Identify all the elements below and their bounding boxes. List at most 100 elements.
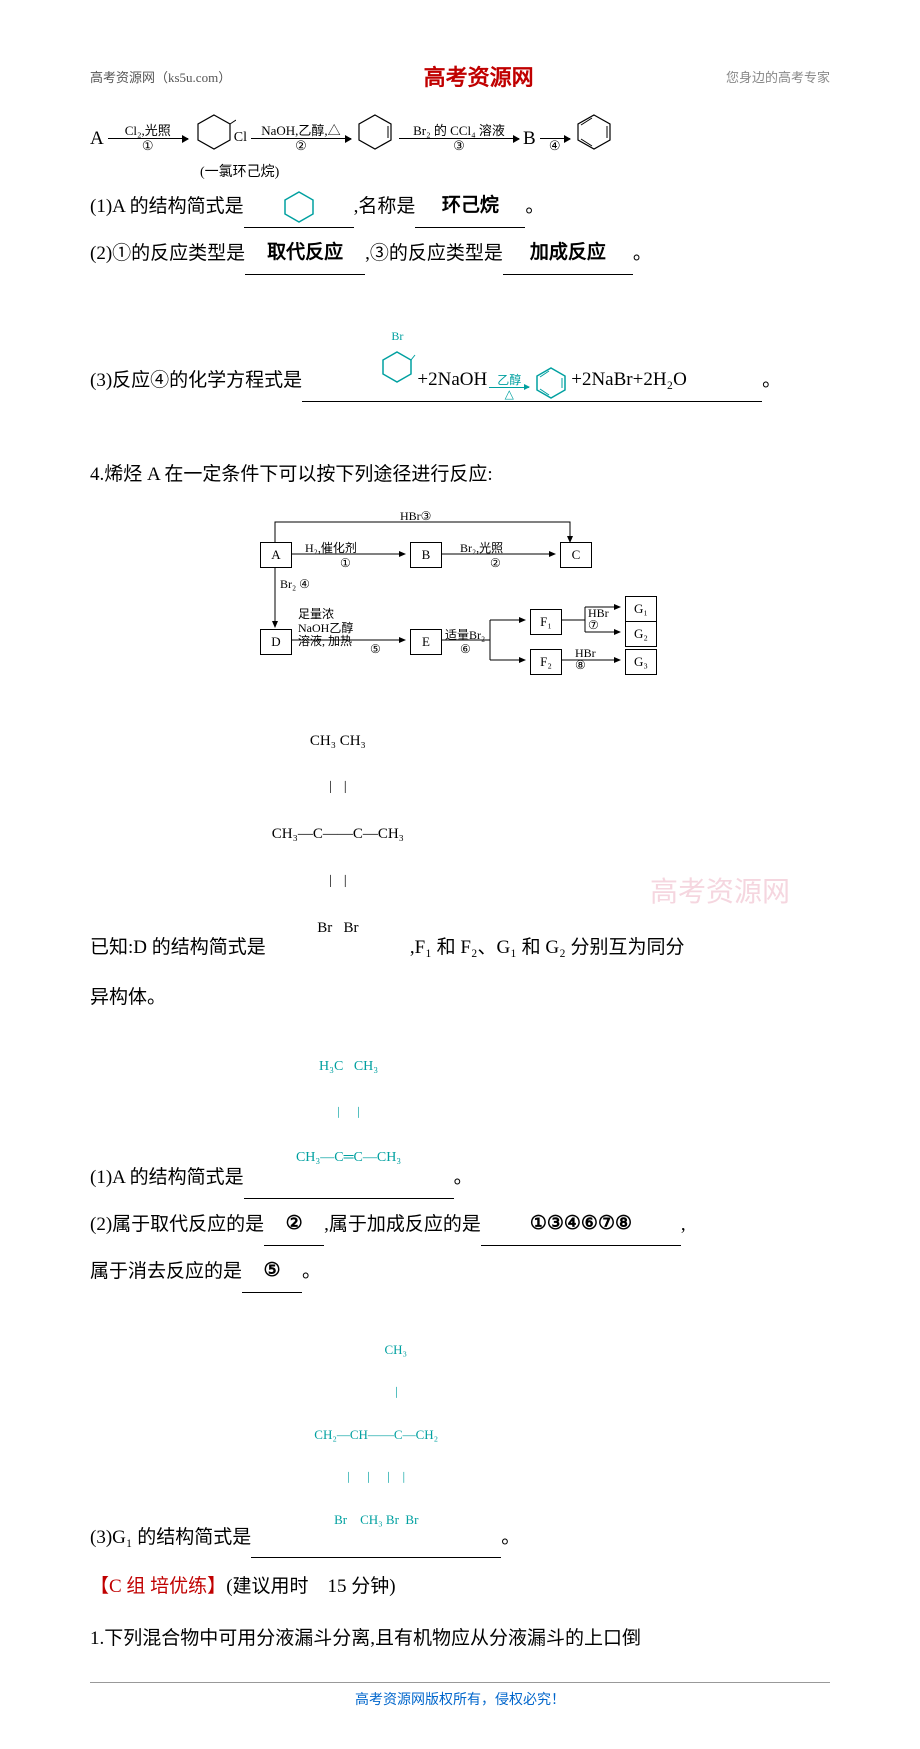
lbl-c2: ② [490, 556, 501, 571]
q42b-blank: ⑤ [242, 1250, 302, 1293]
box-G3: G₃ [625, 649, 657, 675]
groupC-title: 【C 组 培优练】 [90, 1576, 226, 1597]
lbl-hbr7: HBr ⑦ [588, 607, 609, 632]
q43-suffix: 。 [501, 1517, 520, 1559]
q2-blank-1: 取代反应 [245, 232, 365, 275]
page-header: 高考资源网（ks5u.com） 高考资源网 您身边的高考专家 [90, 60, 830, 92]
q43-bot: Br CH₃ Br Br [251, 1513, 501, 1528]
last-question: 1.下列混合物中可用分液漏斗分离,且有机物应从分液漏斗的上口倒 [90, 1616, 830, 1662]
lbl-shiliang: 适量Br₂ [445, 626, 485, 643]
box-D: D [260, 629, 292, 655]
lbl-br24: Br₂ ④ [280, 577, 310, 592]
lbl-c6: ⑥ [460, 642, 471, 657]
structure-D: CH₃ CH₃ │ │ CH₃—C——C—CH₃ │ │ Br Br [272, 700, 404, 970]
question-3: (3)反应④的化学方程式是 Br +2NaOH 乙醇 △ +2NaBr+2H₂O… [90, 323, 830, 402]
q42-blank1: ② [264, 1203, 324, 1246]
groupC-note: (建议用时 15 分钟) [226, 1576, 395, 1597]
q3-cond: 乙醇 [497, 374, 521, 387]
q2-mid: ,③的反应类型是 [365, 233, 503, 275]
q42-prefix: (2)属于取代反应的是 [90, 1204, 264, 1246]
arrow4-bottom: ④ [549, 139, 561, 153]
q3-prefix: (3)反应④的化学方程式是 [90, 360, 302, 402]
q3-suffix: 。 [762, 360, 781, 402]
q43-answer: CH₃ │ CH₂—CH——C—CH₂ │ │ │ │ Br CH₃ Br Br [251, 1313, 501, 1559]
header-right: 您身边的高考专家 [726, 67, 830, 86]
lbl-hbr8: HBr ⑧ [575, 647, 596, 672]
arrow1-bottom: ① [142, 139, 154, 153]
q2-prefix: (2)①的反应类型是 [90, 233, 245, 275]
q42-blank2: ①③④⑥⑦⑧ [481, 1203, 681, 1246]
q1-blank-name: 环己烷 [415, 185, 525, 228]
q42-mid: ,属于加成反应的是 [324, 1204, 481, 1246]
q41-mid: CH₃—C═C—CH₃ [244, 1150, 454, 1166]
known-prefix: 已知:D 的结构简式是 [90, 927, 266, 969]
chlorocyclohexane-icon [192, 112, 236, 165]
known-line: 已知:D 的结构简式是 CH₃ CH₃ │ │ CH₃—C——C—CH₃ │ │… [90, 700, 830, 970]
q1-mid: ,名称是 [354, 186, 416, 228]
reaction-flow-diagram: A B C D E F₁ F₂ G₁ G₂ G₃ HBr③ H₂,催化剂 ① B… [250, 512, 670, 682]
q2-suffix: 。 [633, 233, 652, 275]
question-4-2b: 属于消去反应的是 ⑤ 。 [90, 1250, 830, 1293]
question-2: (2)①的反应类型是 取代反应 ,③的反应类型是 加成反应 。 [90, 232, 830, 275]
lbl-c1: ① [340, 556, 351, 571]
q2-blank-2: 加成反应 [503, 232, 633, 275]
box-C: C [560, 542, 592, 568]
box-G2: G₂ [625, 621, 657, 647]
structD-top: CH₃ CH₃ [272, 733, 404, 750]
header-left: 高考资源网（ks5u.com） [90, 67, 231, 86]
q1-prefix: (1)A 的结构简式是 [90, 186, 244, 228]
arrow3-top: Br₂ 的 CCl₄ 溶液 [413, 124, 505, 138]
arrow2-bottom: ② [295, 139, 307, 153]
lbl-c5: ⑤ [370, 642, 381, 657]
benzene-icon [574, 112, 614, 165]
q3-cond2: △ [505, 388, 514, 401]
q41-suffix: 。 [454, 1157, 473, 1199]
watermark: 高考资源网 [650, 870, 790, 910]
cyclohexene-icon [355, 112, 395, 165]
lbl-br2light: Br₂,光照 [460, 539, 503, 556]
lbl-h2: H₂,催化剂 [305, 539, 357, 556]
question-4-3: (3)G₁ 的结构简式是 CH₃ │ CH₂—CH——C—CH₂ │ │ │ │… [90, 1313, 830, 1559]
structD-bot: Br Br [272, 920, 404, 937]
label-A: A [90, 118, 104, 160]
question-1: (1)A 的结构简式是 ,名称是 环己烷 。 [90, 185, 830, 228]
lbl-naoh: 足量浓 NaOH乙醇 溶液, 加热 [298, 608, 353, 649]
box-E: E [410, 629, 442, 655]
known-suffix: ,F₁ 和 F₂、G₁ 和 G₂ 分别互为同分 [410, 927, 685, 969]
question-4-2: (2)属于取代反应的是 ② ,属于加成反应的是 ①③④⑥⑦⑧ , [90, 1203, 830, 1246]
q41-answer: H₃C CH₃ │ │ CH₃—C═C—CH₃ [244, 1027, 454, 1199]
box-B: B [410, 542, 442, 568]
intro-4: 4.烯烃 A 在一定条件下可以按下列途径进行反应: [90, 452, 830, 498]
page-footer: 高考资源网版权所有，侵权必究！ [90, 1682, 830, 1709]
q41-top: H₃C CH₃ [244, 1059, 454, 1075]
q42b-prefix: 属于消去反应的是 [90, 1251, 242, 1293]
arrow1-top: Cl₂,光照 [125, 124, 171, 138]
arrow3-bottom: ③ [453, 139, 465, 153]
q1-suffix: 。 [525, 186, 544, 228]
arrow2-top: NaOH,乙醇,△ [261, 124, 340, 138]
q41-prefix: (1)A 的结构简式是 [90, 1157, 244, 1199]
q1-blank-structure [244, 185, 354, 228]
group-c-heading: 【C 组 培优练】(建议用时 15 分钟) [90, 1564, 830, 1610]
box-F1: F₁ [530, 609, 562, 635]
q43-top: CH₃ [251, 1343, 501, 1358]
q3-mid2: +2NaBr+2H₂O [571, 359, 687, 401]
box-G1: G₁ [625, 596, 657, 622]
box-A: A [260, 542, 292, 568]
q42-suffix: , [681, 1204, 686, 1246]
label-B: B [523, 118, 536, 160]
q43-prefix: (3)G₁ 的结构简式是 [90, 1517, 251, 1559]
cl-label: Cl [234, 123, 247, 154]
structD-mid: CH₃—C——C—CH₃ [272, 826, 404, 843]
box-F2: F₂ [530, 649, 562, 675]
br-label: Br [377, 323, 417, 349]
known-line2: 异构体。 [90, 975, 830, 1021]
q3-mid1: +2NaOH [417, 359, 487, 401]
q3-equation: Br +2NaOH 乙醇 △ +2NaBr+2H₂O [302, 323, 762, 402]
chlorocyclohexane-caption: (一氯环己烷) [200, 161, 830, 181]
header-center: 高考资源网 [424, 60, 534, 92]
lbl-hbr3: HBr③ [400, 509, 431, 524]
q42b-suffix: 。 [302, 1251, 321, 1293]
question-4-1: (1)A 的结构简式是 H₃C CH₃ │ │ CH₃—C═C—CH₃ 。 [90, 1027, 830, 1199]
q43-mid: CH₂—CH——C—CH₂ [251, 1428, 501, 1443]
